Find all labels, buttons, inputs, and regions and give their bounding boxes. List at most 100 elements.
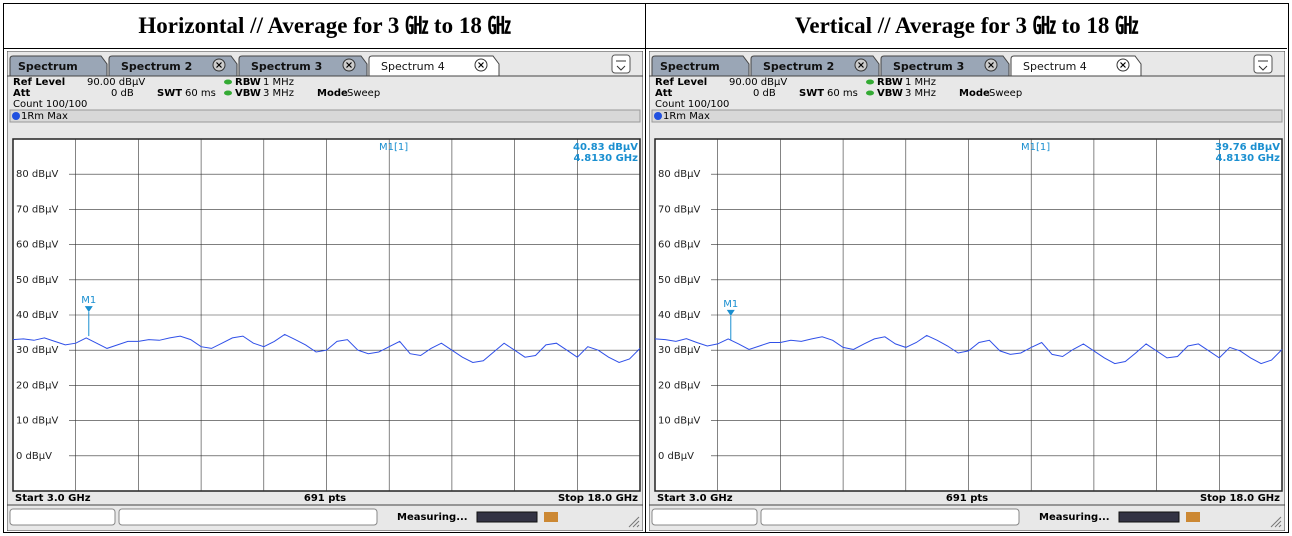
vbw-dot [224, 90, 232, 96]
points: 691 pts [304, 493, 346, 504]
y-tick-label: 40 dBµV [16, 310, 58, 321]
y-tick-label: 10 dBµV [658, 416, 700, 427]
tab[interactable] [108, 55, 238, 76]
tab[interactable] [9, 55, 108, 76]
resize-grip [1270, 516, 1282, 528]
start-freq: Start 3.0 GHz [657, 493, 733, 504]
y-tick-label: 40 dBµV [658, 310, 700, 321]
vbw-value: 3 MHz [263, 88, 294, 99]
menu-glyph [1258, 60, 1268, 71]
status-field [651, 508, 758, 526]
swt-value: 60 ms [185, 88, 216, 99]
close-x [346, 62, 352, 68]
marker-readout: M1[1] [379, 142, 408, 153]
tab[interactable] [880, 55, 1010, 76]
marker-level: 39.76 dBµV [1215, 142, 1280, 153]
tab-label: Spectrum 2 [121, 60, 192, 73]
trace-label: 1Rm Max [663, 111, 710, 122]
points: 691 pts [946, 493, 988, 504]
rbw-value: 1 MHz [905, 77, 936, 88]
mode-label: Mode [317, 88, 348, 99]
ref-label: Ref Level [13, 77, 65, 88]
trace-bar [651, 109, 1283, 123]
tab[interactable] [750, 55, 880, 76]
tab-label: Spectrum [18, 60, 78, 73]
tab-label: Spectrum 2 [763, 60, 834, 73]
mode-value: Sweep [347, 88, 380, 99]
y-tick-label: 70 dBµV [658, 204, 700, 215]
count: Count 100/100 [655, 99, 729, 110]
marker-readout: M1[1] [1021, 142, 1050, 153]
analyzer-screen: Spectrum Spectrum 2 Spectrum 3 Spectrum 4 Re… [649, 51, 1285, 531]
y-tick-label: 80 dBµV [658, 169, 700, 180]
y-tick-label: 70 dBµV [16, 204, 58, 215]
heading: Horizontal // Average for 3 ㎓ to 18 ㎓ [4, 4, 645, 49]
heading: Vertical // Average for 3 ㎓ to 18 ㎓ [646, 4, 1287, 49]
marker [84, 306, 93, 313]
close-x [858, 62, 864, 68]
y-tick-label: 80 dBµV [16, 169, 58, 180]
menu-icon[interactable] [1253, 54, 1273, 74]
y-tick-label: 0 dBµV [658, 451, 694, 462]
resize-grip [628, 516, 640, 528]
y-tick-label: 50 dBµV [16, 275, 58, 286]
y-tick-label: 20 dBµV [16, 380, 58, 391]
cell: Horizontal // Average for 3 ㎓ to 18 ㎓ Spe… [4, 4, 646, 532]
marker-freq: 4.8130 GHz [574, 153, 639, 164]
tab-label: Spectrum 4 [1023, 60, 1087, 73]
vbw-label: VBW [877, 88, 903, 99]
trace-dot [12, 112, 20, 120]
menu-icon[interactable] [611, 54, 631, 74]
tab[interactable] [651, 55, 750, 76]
stop-freq: Stop 18.0 GHz [1200, 493, 1280, 504]
vbw-label: VBW [235, 88, 261, 99]
rbw-dot [866, 79, 874, 85]
y-tick-label: 0 dBµV [16, 451, 52, 462]
trace-dot [654, 112, 662, 120]
marker-name: M1 [81, 295, 96, 306]
status-field [760, 508, 1020, 526]
marker [726, 309, 735, 316]
ref-label: Ref Level [655, 77, 707, 88]
swt-label: SWT [157, 88, 182, 99]
trace-bar [9, 109, 641, 123]
y-tick-label: 10 dBµV [16, 416, 58, 427]
y-tick-label: 50 dBµV [658, 275, 700, 286]
close-x [988, 62, 994, 68]
ref-value: 90.00 dBµV [729, 77, 787, 88]
tab-label: Spectrum 3 [251, 60, 322, 73]
y-tick-label: 60 dBµV [16, 240, 58, 251]
status-field [9, 508, 116, 526]
swt-value: 60 ms [827, 88, 858, 99]
tab[interactable] [368, 55, 500, 76]
status-field [118, 508, 378, 526]
rbw-value: 1 MHz [263, 77, 294, 88]
status-text: Measuring... [397, 512, 468, 523]
close-x [216, 62, 222, 68]
y-tick-label: 30 dBµV [658, 345, 700, 356]
trace [654, 334, 1283, 365]
marker-level: 40.83 dBµV [573, 142, 638, 153]
trace-label: 1Rm Max [21, 111, 68, 122]
tab[interactable] [238, 55, 368, 76]
tab-label: Spectrum 3 [893, 60, 964, 73]
att-value: 0 dB [111, 88, 134, 99]
y-tick-label: 30 dBµV [16, 345, 58, 356]
stop-freq: Stop 18.0 GHz [558, 493, 638, 504]
y-tick-label: 20 dBµV [658, 380, 700, 391]
att-label: Att [13, 88, 31, 99]
marker-freq: 4.8130 GHz [1216, 153, 1281, 164]
vbw-dot [866, 90, 874, 96]
status-icon [544, 512, 558, 522]
ref-value: 90.00 dBµV [87, 77, 145, 88]
progress-bar [1118, 511, 1180, 523]
tab[interactable] [1010, 55, 1142, 76]
start-freq: Start 3.0 GHz [15, 493, 91, 504]
att-label: Att [655, 88, 673, 99]
status-text: Measuring... [1039, 512, 1110, 523]
mode-value: Sweep [989, 88, 1022, 99]
analyzer-screen: Spectrum Spectrum 2 Spectrum 3 Spectrum 4 Re… [7, 51, 643, 531]
table: Horizontal // Average for 3 ㎓ to 18 ㎓ Spe… [3, 3, 1289, 533]
att-value: 0 dB [753, 88, 776, 99]
